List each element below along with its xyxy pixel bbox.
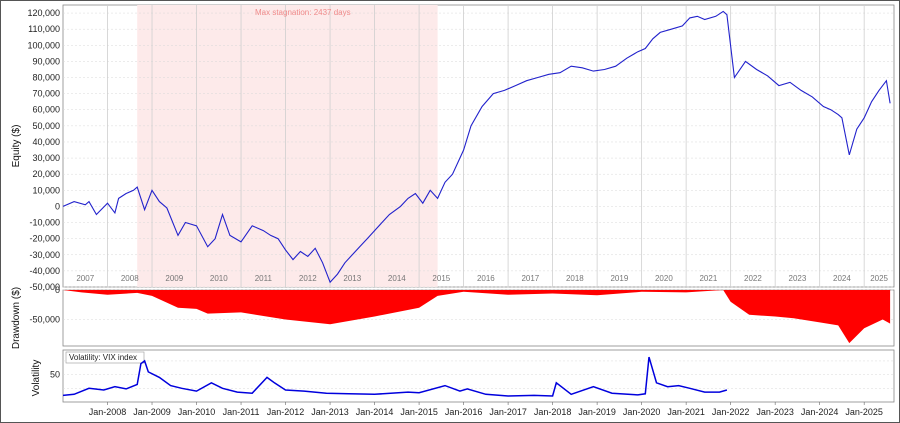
y-tick-label: 10,000: [32, 185, 60, 195]
year-label: 2022: [744, 274, 762, 283]
volatility-legend: Volatility: VIX index: [69, 353, 137, 362]
stagnation-highlight: [137, 5, 438, 287]
x-tick-label: Jan-2017: [489, 407, 527, 417]
year-separators: [107, 5, 865, 287]
y-tick-label: -30,000: [29, 250, 60, 260]
x-tick-label: Jan-2014: [356, 407, 394, 417]
x-tick-label: Jan-2018: [534, 407, 572, 417]
year-label: 2019: [610, 274, 628, 283]
volatility-gridlines: [63, 360, 894, 389]
year-label: 2008: [121, 274, 139, 283]
volatility-plot-area: [62, 349, 895, 403]
y-tick-label: 110,000: [28, 24, 60, 34]
year-label: 2023: [789, 274, 807, 283]
x-tick-label: Jan-2024: [801, 407, 839, 417]
y-tick-label: 50,000: [32, 121, 60, 131]
y-tick-label: 90,000: [32, 56, 60, 66]
y-tick-label: 100,000: [27, 40, 60, 50]
volatility-y-ticks: 50: [50, 370, 60, 380]
volatility-panel: 50 Volatility: VIX index Volatility Jan-…: [31, 349, 895, 417]
stagnation-annotation: Max stagnation: 2437 days: [255, 8, 351, 17]
y-tick-label: -50,000: [29, 282, 60, 292]
y-tick-label: 40,000: [32, 137, 60, 147]
y-tick-label: -40,000: [29, 266, 60, 276]
x-tick-label: Jan-2012: [267, 407, 305, 417]
y-tick-label: -10,000: [29, 218, 60, 228]
year-label: 2011: [255, 274, 273, 283]
year-labels: 2007 2008 2009 2010 2011 2012 2013 2014 2015 2016…: [76, 274, 888, 283]
year-label: 2021: [699, 274, 717, 283]
year-label: 2013: [343, 274, 361, 283]
x-tick-label: Jan-2015: [400, 407, 438, 417]
year-label: 2014: [388, 274, 406, 283]
y-tick-label: 0: [55, 285, 60, 295]
year-label: 2015: [432, 274, 450, 283]
x-tick-label: Jan-2008: [89, 407, 127, 417]
x-tick-label: Jan-2025: [845, 407, 883, 417]
year-label: 2025: [870, 274, 888, 283]
volatility-legend-box: [65, 351, 145, 364]
x-tick-label: Jan-2021: [667, 407, 705, 417]
drawdown-y-ticks: 0-50,000: [29, 285, 60, 324]
date-x-ticks: Jan-2008 Jan-2009 Jan-2010 Jan-2011 Jan-2012…: [89, 402, 883, 417]
drawdown-panel: 0-50,000 Drawdown ($): [11, 285, 895, 349]
x-tick-label: Jan-2023: [756, 407, 794, 417]
y-tick-label: -50,000: [29, 314, 60, 324]
year-label: 2018: [566, 274, 584, 283]
y-tick-label: 120,000: [27, 8, 60, 18]
x-tick-label: Jan-2013: [311, 407, 349, 417]
x-tick-label: Jan-2022: [712, 407, 750, 417]
equity-y-label: Equity ($): [11, 125, 22, 168]
x-tick-label: Jan-2019: [578, 407, 616, 417]
drawdown-area: [63, 290, 891, 344]
x-tick-label: Jan-2010: [178, 407, 216, 417]
equity-panel: 120,000 110,000 100,000 90,000 80,000 70,000 6…: [11, 4, 895, 292]
equity-gridlines: [63, 12, 894, 288]
year-label: 2009: [165, 274, 183, 283]
equity-line: [62, 10, 891, 284]
year-label: 2016: [477, 274, 495, 283]
x-tick-label: Jan-2016: [445, 407, 483, 417]
year-label: 2020: [655, 274, 673, 283]
x-tick-label: Jan-2020: [623, 407, 661, 417]
year-label: 2017: [521, 274, 539, 283]
x-tick-label: Jan-2011: [223, 407, 260, 417]
year-label: 2024: [833, 274, 851, 283]
y-tick-label: 60,000: [32, 105, 60, 115]
year-label: 2010: [210, 274, 228, 283]
y-tick-label: 20,000: [32, 169, 60, 179]
drawdown-y-label: Drawdown ($): [11, 287, 22, 349]
year-label: 2007: [76, 274, 94, 283]
y-tick-label: 30,000: [32, 153, 60, 163]
year-label: 2012: [299, 274, 317, 283]
equity-y-ticks: 120,000 110,000 100,000 90,000 80,000 70,000 6…: [27, 8, 60, 292]
y-tick-label: 70,000: [32, 89, 60, 99]
volatility-line: [62, 356, 728, 397]
volatility-y-label: Volatility: [31, 360, 42, 397]
y-tick-label: 0: [55, 201, 60, 211]
y-tick-label: 80,000: [32, 73, 60, 83]
y-tick-label: 50: [50, 370, 60, 380]
y-tick-label: -20,000: [29, 234, 60, 244]
x-tick-label: Jan-2009: [133, 407, 171, 417]
